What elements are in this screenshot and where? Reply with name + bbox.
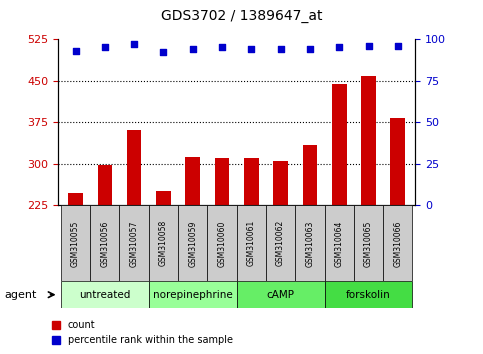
Bar (98, 165, 112, 330)
Point (247, 46, 255, 52)
Point (306, 46, 314, 52)
Bar (332, 84, 346, 330)
Bar (361, 76, 376, 330)
Bar (156, 192, 171, 330)
Point (71, 48, 79, 53)
Text: GSM310059: GSM310059 (188, 220, 197, 267)
Text: GSM310064: GSM310064 (335, 220, 344, 267)
Text: agent: agent (5, 290, 37, 300)
Point (365, 43, 372, 48)
FancyBboxPatch shape (325, 281, 412, 308)
FancyBboxPatch shape (149, 205, 178, 281)
FancyBboxPatch shape (61, 281, 149, 308)
FancyBboxPatch shape (237, 205, 266, 281)
FancyBboxPatch shape (90, 205, 119, 281)
Bar (185, 156, 200, 330)
Bar (215, 158, 229, 330)
Text: GSM310058: GSM310058 (159, 220, 168, 267)
Text: GSM310061: GSM310061 (247, 220, 256, 267)
FancyBboxPatch shape (266, 205, 295, 281)
Text: GSM310055: GSM310055 (71, 220, 80, 267)
Text: cAMP: cAMP (267, 290, 295, 300)
Bar (68, 193, 83, 330)
FancyBboxPatch shape (207, 205, 237, 281)
Text: GSM310062: GSM310062 (276, 220, 285, 267)
FancyBboxPatch shape (149, 281, 237, 308)
FancyBboxPatch shape (383, 205, 412, 281)
FancyBboxPatch shape (61, 205, 90, 281)
Point (335, 45, 343, 50)
FancyBboxPatch shape (178, 205, 207, 281)
FancyBboxPatch shape (325, 205, 354, 281)
Text: GSM310057: GSM310057 (129, 220, 139, 267)
Point (189, 46, 197, 52)
Text: norepinephrine: norepinephrine (153, 290, 233, 300)
FancyBboxPatch shape (295, 205, 325, 281)
Bar (390, 118, 405, 330)
Text: untreated: untreated (79, 290, 130, 300)
Text: GSM310063: GSM310063 (305, 220, 314, 267)
FancyBboxPatch shape (354, 205, 383, 281)
Point (394, 43, 402, 48)
Point (218, 45, 226, 50)
Bar (273, 161, 288, 330)
Legend: count, percentile rank within the sample: count, percentile rank within the sample (48, 316, 237, 349)
Text: GSM310056: GSM310056 (100, 220, 109, 267)
Bar (302, 145, 317, 330)
Text: GSM310066: GSM310066 (393, 220, 402, 267)
Bar (127, 131, 142, 330)
Point (277, 46, 284, 52)
Text: forskolin: forskolin (346, 290, 391, 300)
Text: GDS3702 / 1389647_at: GDS3702 / 1389647_at (161, 9, 322, 23)
FancyBboxPatch shape (237, 281, 325, 308)
Point (130, 41, 138, 47)
Point (159, 50, 167, 55)
Point (101, 45, 109, 50)
Text: GSM310060: GSM310060 (217, 220, 227, 267)
FancyBboxPatch shape (119, 205, 149, 281)
Bar (244, 158, 258, 330)
Text: GSM310065: GSM310065 (364, 220, 373, 267)
